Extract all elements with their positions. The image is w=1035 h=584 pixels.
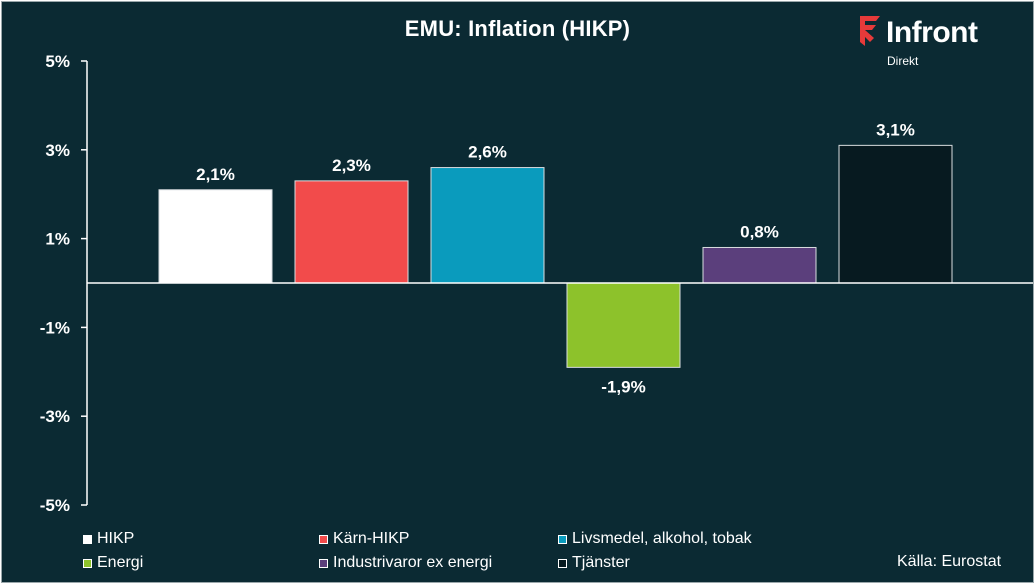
y-tick-label: 3%	[45, 141, 70, 160]
legend-label: Industrivaror ex energi	[333, 554, 493, 571]
legend-label: Kärn-HIKP	[333, 530, 410, 547]
infront-logo: Infront Direkt	[858, 12, 1018, 72]
source-note: Källa: Eurostat	[897, 553, 1002, 570]
bar	[702, 246, 817, 284]
legend-swatch	[83, 534, 92, 544]
legend-item: Kärn-HIKP	[319, 529, 409, 549]
legend-swatch	[558, 558, 567, 568]
legend-item: HIKP	[83, 529, 134, 549]
infront-logo-icon	[860, 16, 880, 46]
y-tick-label: 5%	[45, 52, 70, 71]
data-label: -1,9%	[601, 377, 645, 396]
logo-wordmark: Infront	[886, 16, 978, 49]
legend-item: Livsmedel, alkohol, tobak	[558, 529, 752, 549]
bar	[294, 180, 409, 284]
bar	[838, 144, 953, 284]
legend-label: Tjänster	[572, 554, 630, 571]
data-label: 0,8%	[740, 222, 779, 241]
legend-swatch	[83, 558, 92, 568]
chart-title: EMU: Inflation (HIKP)	[404, 16, 631, 41]
y-tick-label: 1%	[45, 230, 70, 249]
data-label: 2,6%	[468, 143, 507, 162]
data-label: 3,1%	[876, 120, 915, 139]
legend-item: Energi	[83, 553, 143, 573]
data-label: 2,1%	[196, 165, 235, 184]
legend-item: Tjänster	[558, 553, 630, 573]
y-tick-label: -1%	[40, 318, 70, 337]
y-tick-label: -5%	[40, 496, 70, 515]
legend-swatch	[319, 534, 328, 544]
legend-item: Industrivaror ex energi	[319, 553, 492, 573]
legend-swatch	[558, 534, 567, 544]
bar	[566, 282, 681, 368]
logo-subtitle: Direkt	[887, 54, 919, 68]
bar	[158, 189, 273, 284]
bar	[430, 167, 545, 284]
legend-label: Energi	[97, 554, 144, 571]
legend-label: HIKP	[97, 530, 135, 547]
legend-swatch	[319, 558, 328, 568]
legend-label: Livsmedel, alkohol, tobak	[572, 530, 752, 547]
y-tick-label: -3%	[40, 407, 70, 426]
data-label: 2,3%	[332, 156, 371, 175]
